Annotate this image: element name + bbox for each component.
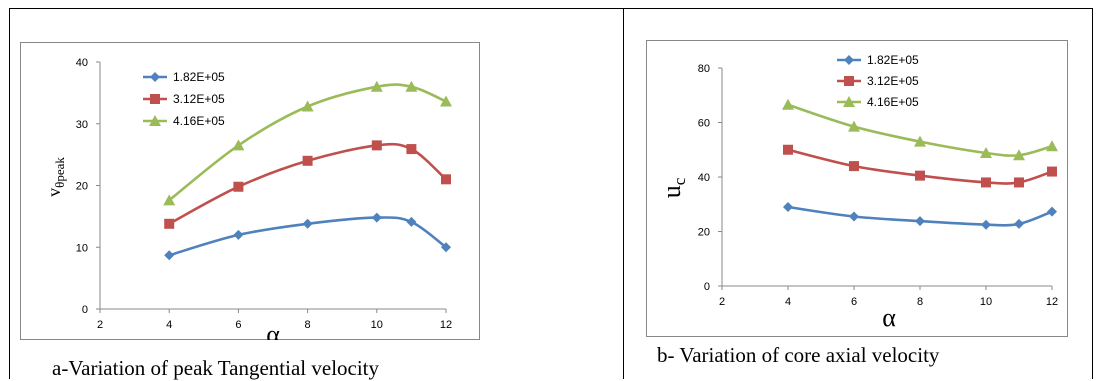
y-tick-label: 0 bbox=[704, 281, 710, 293]
figure-frame bbox=[9, 8, 1093, 379]
x-axis-label: α bbox=[882, 303, 896, 332]
y-tick-label: 20 bbox=[698, 227, 710, 239]
y-tick-label: 30 bbox=[76, 119, 88, 131]
y-axis-label: vθpeak bbox=[44, 157, 67, 197]
caption-b: b- Variation of core axial velocity bbox=[657, 343, 940, 367]
data-point bbox=[783, 201, 793, 212]
data-point bbox=[848, 120, 860, 132]
chart-core-axial-velocity: 0 20 40 60 80 2 4 6 8 10 12 1.82E+05 3.12E+05 4.16E+0… bbox=[646, 40, 1068, 337]
caption-a: a-Variation of peak Tangential velocity bbox=[52, 356, 380, 380]
data-point bbox=[370, 80, 383, 92]
legend-swatch-marker bbox=[149, 115, 161, 126]
legend-swatch-marker bbox=[844, 76, 854, 86]
y-tick-label: 40 bbox=[76, 57, 88, 69]
legend-label: 4.16E+05 bbox=[173, 114, 225, 128]
legend-label: 1.82E+05 bbox=[173, 70, 225, 84]
legend-label: 4.16E+05 bbox=[867, 95, 919, 109]
data-point bbox=[232, 139, 245, 151]
data-point bbox=[1047, 206, 1057, 217]
x-axis-label: α bbox=[266, 320, 280, 340]
x-tick-label: 4 bbox=[166, 319, 172, 331]
data-point bbox=[1014, 218, 1024, 229]
data-point bbox=[1047, 166, 1057, 177]
data-point bbox=[849, 161, 859, 172]
chart-border bbox=[20, 42, 480, 340]
x-tick-label: 12 bbox=[1046, 296, 1058, 308]
y-tick-label: 10 bbox=[76, 242, 88, 254]
x-tick-label: 6 bbox=[235, 319, 241, 331]
data-point bbox=[1014, 177, 1024, 188]
data-point bbox=[914, 135, 926, 147]
data-point bbox=[440, 95, 452, 107]
legend-label: 3.12E+05 bbox=[173, 92, 225, 106]
data-point bbox=[1013, 149, 1025, 161]
x-tick-label: 6 bbox=[851, 296, 857, 308]
x-tick-label: 8 bbox=[305, 319, 311, 331]
x-tick-label: 8 bbox=[917, 296, 923, 308]
chart-svg: 0 20 40 60 80 2 4 6 8 10 12 1.82E+05 3.12E+05 4.16E+0… bbox=[646, 40, 1068, 337]
x-tick-label: 10 bbox=[371, 319, 383, 331]
legend-swatch-marker bbox=[150, 94, 160, 104]
data-point bbox=[849, 211, 859, 222]
data-point bbox=[164, 218, 175, 229]
legend-swatch-marker bbox=[843, 96, 855, 107]
data-point bbox=[302, 155, 313, 166]
legend-label: 1.82E+05 bbox=[867, 53, 919, 67]
y-tick-label: 20 bbox=[76, 181, 88, 193]
data-point bbox=[371, 212, 382, 223]
figure-divider bbox=[623, 8, 624, 379]
data-point bbox=[302, 218, 313, 229]
x-tick-label: 4 bbox=[785, 296, 791, 308]
y-tick-label: 40 bbox=[698, 172, 710, 184]
y-tick-label: 0 bbox=[82, 304, 88, 316]
data-point bbox=[981, 219, 991, 230]
data-point bbox=[233, 181, 244, 192]
data-point bbox=[405, 80, 418, 92]
data-point bbox=[981, 177, 991, 188]
data-point bbox=[915, 216, 925, 227]
legend-swatch-marker bbox=[844, 55, 854, 65]
y-tick-label: 60 bbox=[698, 118, 710, 130]
data-point bbox=[1046, 140, 1058, 152]
data-point bbox=[441, 242, 451, 253]
data-point bbox=[783, 144, 793, 155]
data-point bbox=[441, 174, 451, 185]
data-point bbox=[406, 216, 417, 227]
chart-svg: 0 10 20 30 40 2 4 6 8 10 12 1.82E+05 3.12E+05 4.16E+0… bbox=[20, 42, 480, 340]
data-point bbox=[233, 229, 244, 240]
data-point bbox=[980, 147, 992, 159]
legend-label: 3.12E+05 bbox=[867, 74, 919, 88]
x-tick-label: 10 bbox=[980, 296, 992, 308]
data-point bbox=[782, 98, 794, 110]
x-tick-label: 2 bbox=[97, 319, 103, 331]
legend-swatch-marker bbox=[150, 72, 160, 82]
y-tick-label: 80 bbox=[698, 63, 710, 75]
chart-border bbox=[646, 40, 1068, 337]
data-point bbox=[915, 170, 925, 181]
y-axis-label: uc bbox=[657, 177, 689, 198]
data-point bbox=[163, 194, 176, 206]
x-tick-label: 12 bbox=[440, 319, 452, 331]
data-point bbox=[164, 250, 175, 261]
data-point bbox=[371, 140, 382, 151]
data-point bbox=[301, 100, 314, 112]
chart-peak-tangential-velocity: 0 10 20 30 40 2 4 6 8 10 12 1.82E+05 3.12E+05 4.16E+0… bbox=[20, 42, 480, 340]
x-tick-label: 2 bbox=[719, 296, 725, 308]
data-point bbox=[406, 144, 417, 155]
